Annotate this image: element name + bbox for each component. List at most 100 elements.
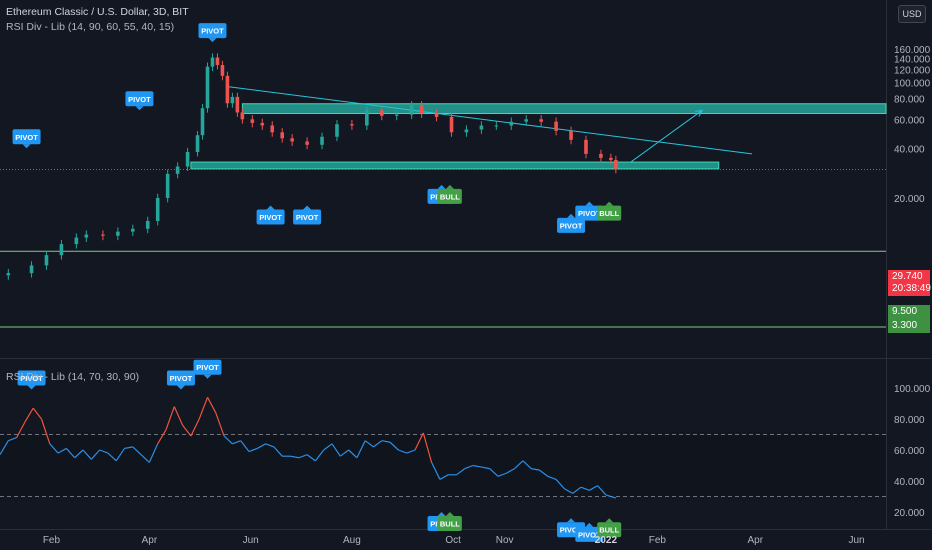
marker-pointer [303,205,312,210]
marker-text: BULL [440,520,460,529]
marker-box [437,516,462,531]
candle-body [101,234,105,236]
candle-body [365,110,369,126]
candle-body [185,151,190,167]
rsi-line-segment [373,440,383,448]
time-tick-label: Oct [445,535,461,546]
rsi-line-segment [290,455,299,459]
rsi-line-segment [456,468,466,476]
marker-pointer [135,106,144,111]
time-tick-label: Aug [343,535,361,546]
candle-body [290,138,294,142]
candle-body [155,197,160,221]
rsi-line-segment [132,446,142,456]
rsi-line-segment [65,448,76,459]
rsi-line-segment [0,440,9,455]
last-price-tag: 29.740 20:38:49 [888,270,931,296]
pivot-label-price: PIVOT [575,201,604,221]
trendline-1 [225,85,753,155]
rsi-line-segment [257,443,266,449]
rsi-line-segment [165,406,175,431]
rsi-line-segment [414,432,424,451]
rsi-line-segment [464,464,474,470]
rsi-line-segment [531,468,540,471]
pivot-label-rsi: PIVOT [17,370,46,390]
marker-pointer [585,201,594,206]
indicator-label-rsi: RSI Div - Lib (14, 70, 30, 90) [6,371,140,383]
rsi-line-segment [124,446,133,450]
marker-text: BULL [599,209,619,218]
time-tick-label: Feb [43,535,61,546]
time-tick-label: Jun [243,535,259,546]
price-tick-label: 40.000 [894,144,925,155]
marker-pointer [445,512,454,516]
candle-body [84,234,89,238]
rsi-line-segment [589,485,598,491]
rsi-line-segment [298,454,308,459]
candle-body [220,64,225,76]
time-tick-label: 2022 [595,535,618,546]
marker-pointer [176,385,185,390]
pivot-label-rsi: PIVOT [575,522,604,542]
level-tag-1: 9.500 [888,305,930,319]
candle-body [539,119,543,122]
rsi-line-segment [497,472,507,477]
rsi-band-fill [0,434,886,497]
rsi-line-segment [514,460,524,470]
marker-text: PIVOT [560,526,583,535]
candle-body [335,124,339,137]
rsi-line-segment [8,437,17,442]
candle-body [210,57,215,67]
marker-box [12,129,41,145]
marker-pointer [585,522,594,527]
marker-pointer [437,512,446,516]
time-tick-label: Apr [748,535,764,546]
rsi-line-segment [506,468,515,474]
marker-pointer [605,201,614,206]
pivot-label-rsi: PIVOT [193,359,222,379]
bull-label-price: BULL [437,184,462,204]
rsi-line-segment [107,452,117,462]
rsi-line-segment [331,443,341,457]
candle-body [569,130,573,140]
rsi-line-segment [605,494,617,499]
marker-text: PIVOT [259,213,282,222]
last-price-value: 29.740 [892,271,923,282]
rsi-line-segment [140,454,150,463]
marker-text: PIVOT [128,95,151,104]
rsi-line-segment [389,441,399,451]
rsi-line-segment [406,449,416,454]
candle-body [175,166,180,174]
candle-body [524,119,529,122]
marker-box [17,370,46,386]
time-tick-label: Feb [649,535,667,546]
marker-pointer [437,184,446,189]
marker-box [166,370,195,386]
chart-title: Ethereum Classic / U.S. Dollar, 3D, BIT [6,6,189,18]
bull-label-rsi: BULL [437,512,462,531]
marker-pointer [567,213,576,218]
marker-text: BULL [440,192,460,201]
price-tick-label: 100.000 [894,79,931,90]
marker-text: PIVOT [20,374,43,383]
rsi-line-segment [572,486,582,494]
candle-body [434,113,439,117]
candle-body [494,125,499,127]
rsi-line-segment [40,418,51,444]
candle-body [584,139,588,154]
candle-body [116,231,120,236]
rsi-line-segment [265,443,275,448]
marker-box [437,188,462,204]
marker-text: PIVOT [201,27,224,36]
currency-button[interactable]: USD [898,5,926,23]
marker-text: BULL [599,526,619,535]
marker-pointer [266,205,275,210]
candle-body [225,75,230,104]
rsi-line-segment [82,449,92,460]
rsi-line-segment [182,424,192,437]
pivot-label-price: PIVOT [12,129,41,149]
rsi-line-segment [597,485,607,496]
marker-text: PIVOT [578,530,601,539]
candle-body [305,141,309,145]
